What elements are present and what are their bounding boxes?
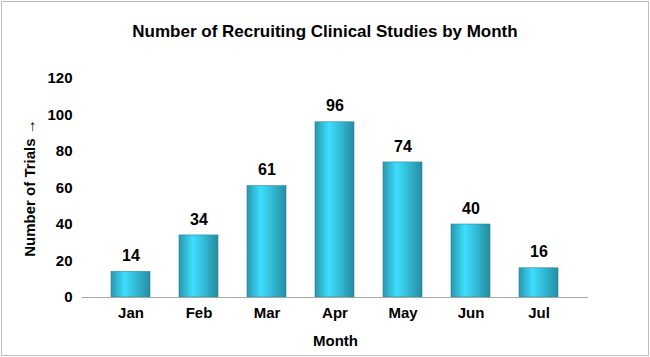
svg-text:Number of Trials →: Number of Trials → (21, 119, 38, 257)
svg-text:100: 100 (47, 106, 72, 123)
svg-text:80: 80 (56, 142, 73, 159)
svg-text:Jan: Jan (118, 304, 144, 321)
svg-text:96: 96 (326, 97, 344, 114)
svg-text:16: 16 (530, 243, 548, 260)
svg-text:Month: Month (313, 332, 358, 349)
svg-text:34: 34 (190, 211, 208, 228)
svg-text:40: 40 (56, 215, 73, 232)
svg-text:Jul: Jul (528, 304, 550, 321)
svg-text:120: 120 (47, 69, 72, 86)
html-text:Number of Recruiting Clinical: Number of Recruiting Clinical Studies by… (132, 22, 518, 41)
svg-text:Jun: Jun (458, 304, 485, 321)
svg-text:Apr: Apr (322, 304, 348, 321)
svg-text:Mar: Mar (254, 304, 281, 321)
svg-text:0: 0 (64, 288, 72, 305)
svg-text:40: 40 (462, 200, 480, 217)
svg-text:74: 74 (394, 138, 412, 155)
svg-text:May: May (388, 304, 418, 321)
svg-text:Feb: Feb (186, 304, 213, 321)
svg-text:61: 61 (258, 161, 276, 178)
svg-text:14: 14 (122, 247, 140, 264)
svg-text:20: 20 (56, 252, 73, 269)
svg-text:60: 60 (56, 179, 73, 196)
